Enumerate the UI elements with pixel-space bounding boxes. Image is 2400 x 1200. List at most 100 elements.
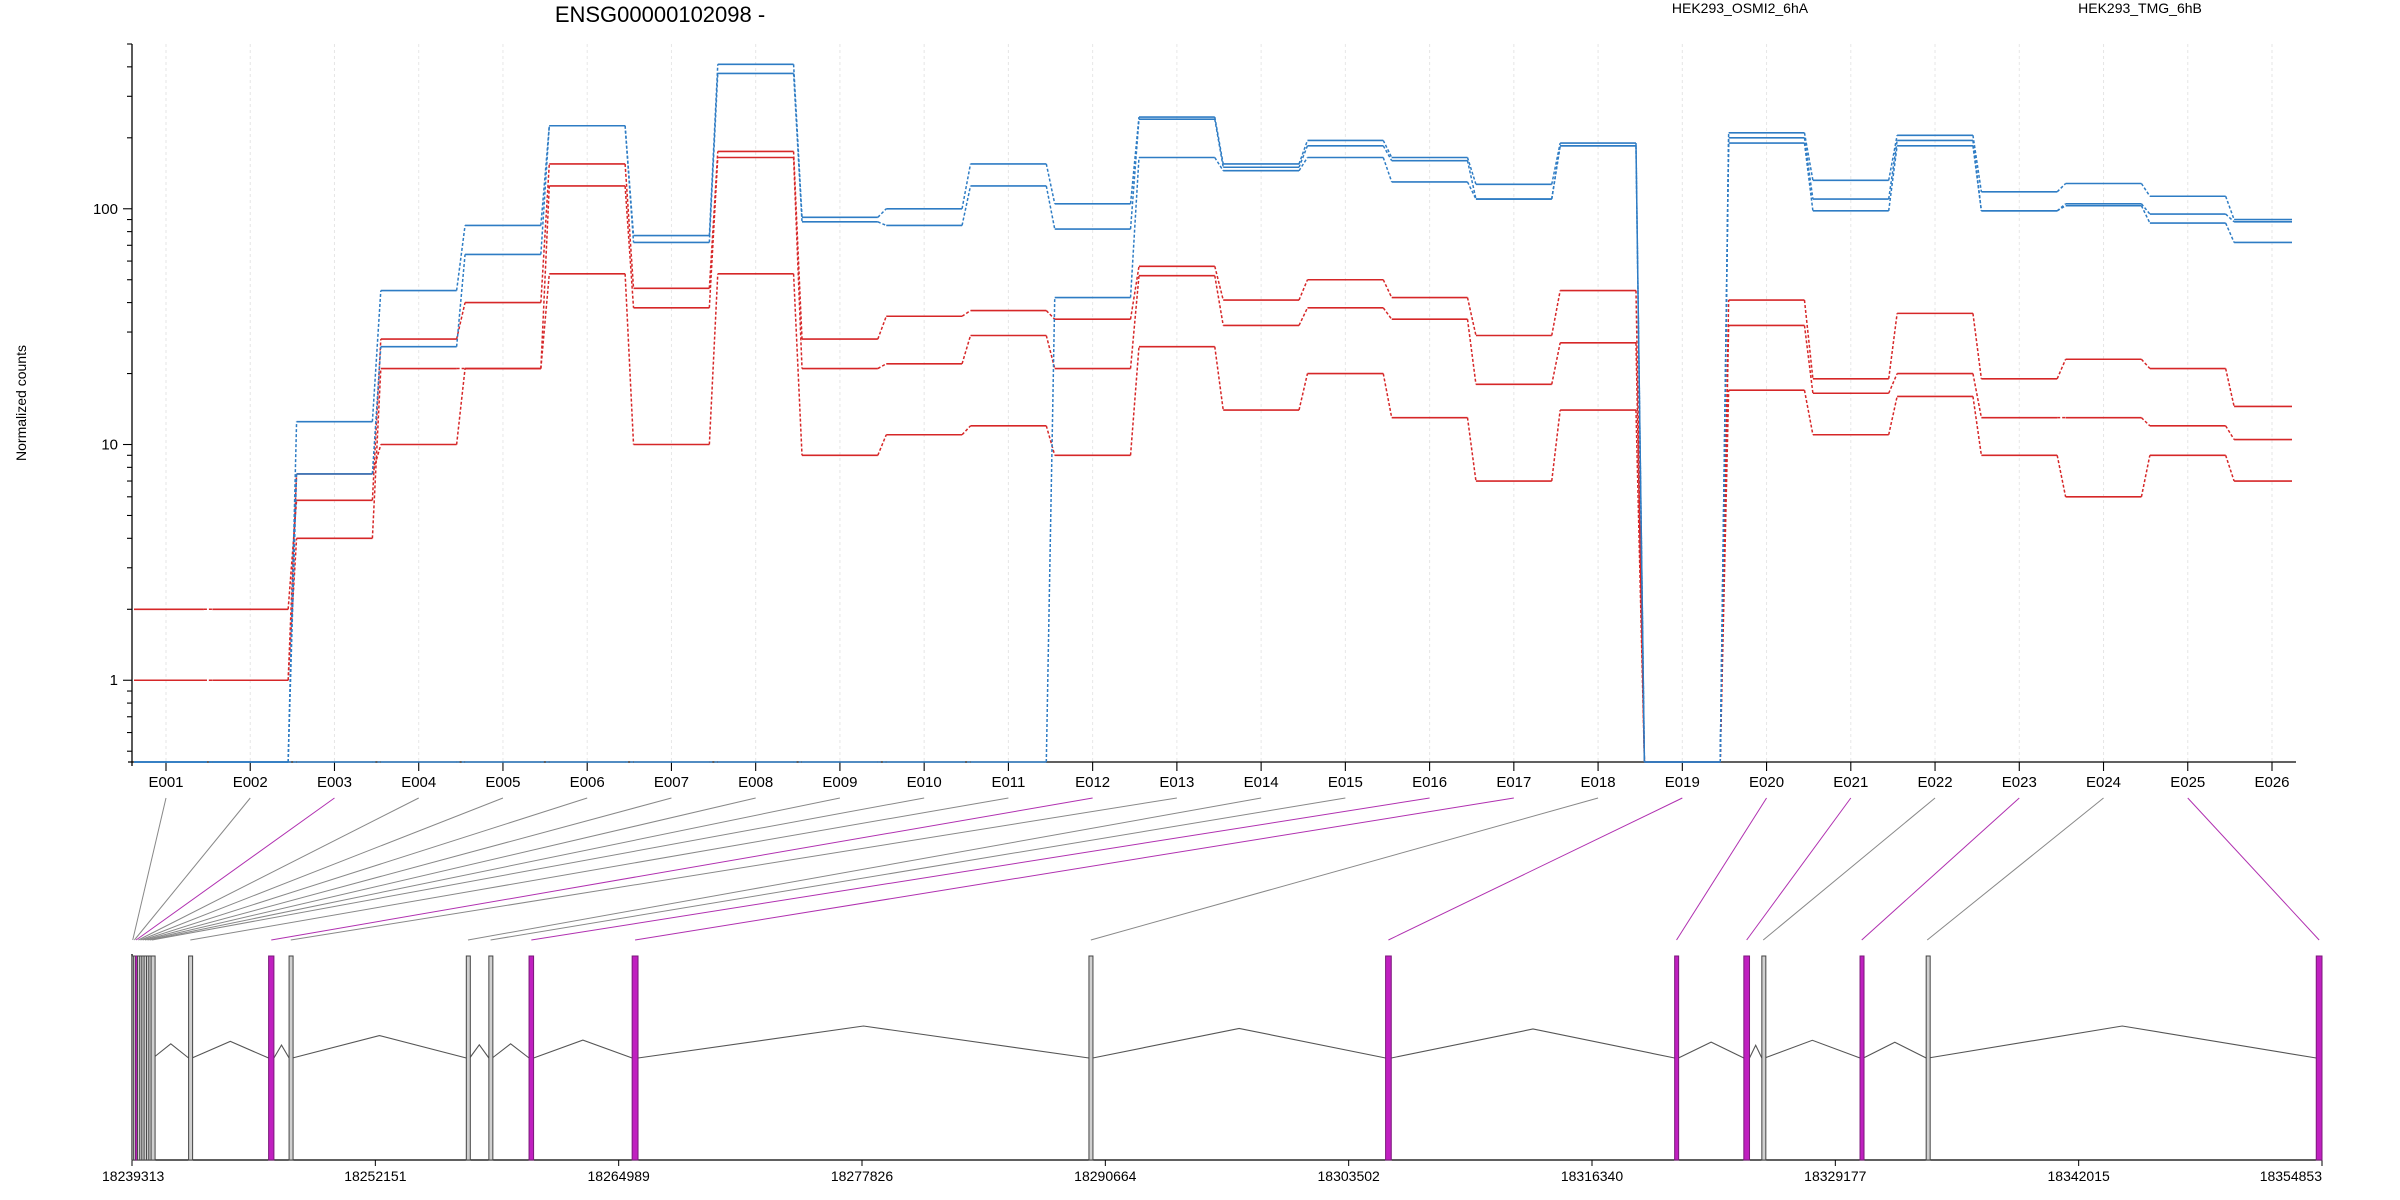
exon-e013 — [288, 955, 294, 1161]
series-transition — [371, 346, 382, 475]
series-transition — [1972, 145, 1983, 211]
series-transition — [1214, 119, 1224, 168]
gene-x-tick-label: 18252151 — [344, 1168, 407, 1184]
series-transition — [1466, 417, 1477, 482]
connector-e004 — [138, 797, 419, 941]
x-tick-label-e020: E020 — [1749, 774, 1784, 791]
series-transition — [1298, 145, 1309, 168]
series-transition — [708, 157, 719, 308]
exon-e015 — [488, 955, 494, 1161]
series-transition — [1045, 297, 1056, 763]
series-transition — [1719, 143, 1730, 763]
series-transition — [1803, 137, 1814, 200]
x-tick-label-e016: E016 — [1412, 774, 1447, 791]
chart-title: ENSG00000102098 - — [555, 2, 765, 27]
connector-e012 — [271, 797, 1093, 941]
series-transition — [877, 315, 887, 340]
series-transition — [624, 163, 635, 289]
intron-line — [1863, 1041, 1927, 1059]
series-transition — [961, 309, 971, 317]
exon-e022 — [1761, 955, 1767, 1161]
series-transition — [961, 425, 972, 436]
intron-line — [191, 1040, 269, 1059]
connector-e017 — [635, 797, 1514, 941]
connector-e003 — [135, 797, 335, 941]
exon-e014 — [465, 955, 471, 1161]
series-transition — [1129, 346, 1140, 456]
series-transition — [1129, 119, 1140, 230]
series-transition — [1551, 342, 1561, 385]
series-transition — [1551, 409, 1561, 482]
connector-e002 — [134, 797, 251, 941]
connector-e025 — [2187, 797, 2320, 941]
series-transition — [2056, 358, 2067, 380]
x-tick-label-e024: E024 — [2086, 774, 2121, 791]
series-transition — [371, 368, 382, 539]
intron-line — [292, 1035, 467, 1059]
series-transition — [2140, 358, 2151, 370]
series-transition — [2140, 417, 2151, 427]
connector-e021 — [1746, 797, 1852, 941]
series-transition — [1635, 410, 1646, 763]
series-tmg-3 — [134, 63, 2292, 763]
series-transition — [1635, 145, 1646, 763]
intron-line — [469, 1043, 490, 1059]
plot-axes: 1 10 100 E001 E002 E003 E004 E005 E006 E007 E008 E0… — [93, 43, 2296, 791]
series-transition — [708, 273, 719, 445]
connector-e024 — [1926, 797, 2104, 941]
series-transition — [2056, 205, 2067, 212]
x-tick-label-e010: E010 — [907, 774, 942, 791]
series-transition — [1803, 142, 1814, 211]
exon-e011 — [188, 955, 194, 1161]
exon-connectors — [132, 797, 2320, 941]
series-transition — [624, 125, 635, 243]
x-tick-label-e012: E012 — [1075, 774, 1110, 791]
series-transition — [1888, 373, 1898, 394]
connector-e008 — [147, 797, 756, 941]
series-transition — [877, 221, 887, 227]
series-transition — [961, 185, 972, 226]
series-transition — [1887, 135, 1898, 181]
series-transition — [371, 339, 382, 501]
connector-e009 — [149, 797, 841, 941]
series-transition — [1214, 266, 1224, 301]
exon-e018 — [1088, 955, 1094, 1161]
connector-e010 — [151, 797, 925, 941]
series-transition — [1972, 396, 1983, 456]
exon-e012 — [268, 955, 275, 1161]
exon-e019 — [1385, 955, 1392, 1161]
series-transition — [1382, 279, 1393, 298]
series-transition — [792, 273, 803, 456]
series-transition — [287, 473, 298, 681]
intron-line — [1764, 1039, 1861, 1059]
series-transition — [1045, 185, 1056, 230]
x-tick-label-e011: E011 — [991, 774, 1025, 791]
y-tick-label: 100 — [93, 201, 118, 218]
connector-e019 — [1388, 797, 1683, 941]
series-transition — [1298, 279, 1309, 301]
exon-e025 — [2315, 955, 2323, 1161]
series-tmg-4 — [134, 72, 2292, 763]
intron-line — [1092, 1027, 1386, 1059]
series-transition — [540, 185, 551, 369]
gene-x-tick-label: 18264989 — [588, 1168, 651, 1184]
connector-e018 — [1090, 797, 1599, 941]
series-transition — [1466, 181, 1477, 200]
series-transition — [2140, 203, 2151, 215]
series-transition — [2056, 455, 2067, 497]
series-transition — [1045, 335, 1056, 369]
x-tick-label-e019: E019 — [1665, 774, 1700, 791]
intron-line — [1928, 1025, 2317, 1059]
series-transition — [1045, 310, 1056, 320]
connector-e020 — [1676, 797, 1767, 941]
connector-e014 — [467, 797, 1262, 941]
series-transition — [287, 473, 298, 763]
series-transition — [371, 290, 382, 422]
connector-e023 — [1861, 797, 2020, 941]
exon-e010 — [150, 955, 156, 1161]
exon-e023 — [1859, 955, 1865, 1161]
series-transition — [1635, 143, 1646, 763]
series-transition — [1382, 373, 1393, 418]
exon-e016 — [528, 955, 535, 1161]
